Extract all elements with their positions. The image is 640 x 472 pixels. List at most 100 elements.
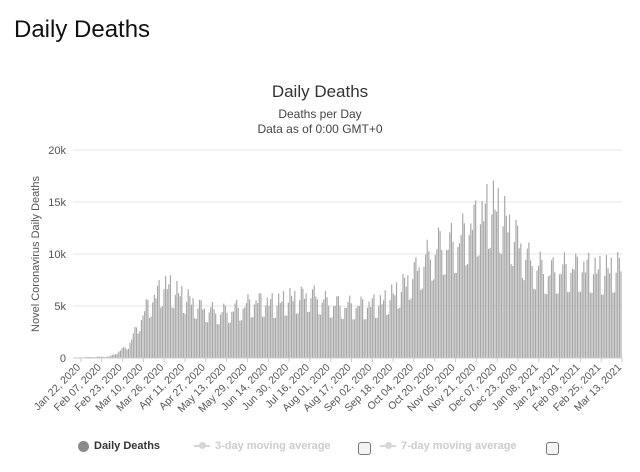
daily-deaths-bar [405,286,407,358]
y-tick-label: 10k [48,249,66,261]
daily-deaths-bar [328,305,330,358]
daily-deaths-bar [242,308,244,358]
daily-deaths-bar [110,355,112,358]
legend-label-3-day-average: 3-day moving average [215,440,331,452]
daily-deaths-bar [531,266,533,358]
legend-symbol-dot [78,440,89,452]
daily-deaths-bar [266,297,268,358]
daily-deaths-bar [129,342,131,358]
daily-deaths-bar [400,291,402,358]
daily-deaths-bar [134,326,136,358]
daily-deaths-bar [113,354,115,358]
daily-deaths-bar [240,320,243,358]
daily-deaths-bar [153,294,155,358]
daily-deaths-bar [276,305,278,358]
daily-deaths-bar [463,223,465,358]
daily-deaths-bar [410,298,412,358]
daily-deaths-bar [189,296,191,358]
daily-deaths-bar [586,259,588,358]
daily-deaths-bar [499,252,501,358]
daily-deaths-bar [465,265,467,358]
daily-deaths-bar [425,254,427,358]
daily-deaths-bar [182,313,184,358]
daily-deaths-bar [387,314,390,358]
daily-deaths-bar [547,276,549,358]
daily-deaths-bar [150,316,152,358]
daily-deaths-bar [462,213,464,358]
daily-deaths-bar [200,300,202,358]
daily-deaths-bar [512,266,514,358]
daily-deaths-bar [139,331,141,358]
daily-deaths-bar [615,272,617,358]
daily-deaths-bar [140,320,142,358]
daily-deaths-bar [573,269,575,358]
daily-deaths-bar [539,251,541,358]
daily-deaths-bar [607,268,609,358]
daily-deaths-bar [332,306,335,358]
daily-deaths-bar [202,309,204,358]
daily-deaths-bar [87,356,89,358]
daily-deaths-bar [145,299,147,358]
daily-deaths-bar [121,348,123,358]
daily-deaths-bar [341,318,343,358]
daily-deaths-bar [589,292,591,358]
daily-deaths-bar [195,318,197,358]
daily-deaths-bar [442,274,444,358]
daily-deaths-bar [268,305,270,358]
daily-deaths-bar [560,273,562,358]
daily-deaths-bar [421,288,423,358]
daily-deaths-bar [190,304,193,358]
daily-deaths-bar [444,274,446,358]
daily-deaths-bar [265,305,267,358]
daily-deaths-bar [111,354,113,358]
daily-deaths-bar [215,313,217,358]
daily-deaths-bar [211,301,214,358]
daily-deaths-bar [286,315,288,358]
daily-deaths-bar [316,299,318,358]
daily-deaths-bar [484,203,486,358]
daily-deaths-bar [179,296,181,358]
daily-deaths-bar [542,273,545,358]
daily-deaths-bar [97,356,99,358]
daily-deaths-bar [446,250,448,358]
daily-deaths-bar [249,299,251,358]
daily-deaths-bar [568,292,570,358]
daily-deaths-bar [504,196,506,358]
daily-deaths-bar [528,242,530,358]
daily-deaths-bar [491,214,493,358]
checkbox-7-day-average[interactable] [546,442,559,455]
legend-item-daily-deaths[interactable]: Daily Deaths [78,440,160,452]
daily-deaths-bar [173,308,175,358]
daily-deaths-bar [584,272,587,358]
daily-deaths-bar [523,280,525,358]
daily-deaths-bar [391,284,393,358]
daily-deaths-bar [307,312,309,358]
daily-deaths-bar [237,307,239,358]
daily-deaths-bar [160,307,162,358]
daily-deaths-bar [449,232,451,358]
daily-deaths-bar [554,272,556,358]
daily-deaths-bar [281,301,283,358]
daily-deaths-bar [337,295,339,358]
daily-deaths-bar [434,254,436,358]
daily-deaths-bar [290,295,293,358]
daily-deaths-bar [132,333,134,358]
daily-deaths-bar [323,299,325,358]
daily-deaths-bar [604,275,606,358]
daily-deaths-bar [263,316,265,358]
legend-symbol-line [380,442,396,449]
legend-item-3-day-average[interactable]: 3-day moving average [194,440,331,452]
daily-deaths-bar [486,183,488,358]
checkbox-3-day-average[interactable] [358,442,371,455]
daily-deaths-bar [161,306,163,358]
daily-deaths-bar [507,232,509,358]
daily-deaths-bar [108,356,110,358]
daily-deaths-bar [618,257,620,358]
daily-deaths-bar [192,298,194,358]
daily-deaths-bar [426,239,428,358]
daily-deaths-bar [273,317,275,358]
daily-deaths-bar [439,231,441,358]
chart-title: Daily Deaths [271,82,369,101]
legend-item-7-day-average[interactable]: 7-day moving average [380,440,517,452]
daily-deaths-bar [479,224,482,358]
